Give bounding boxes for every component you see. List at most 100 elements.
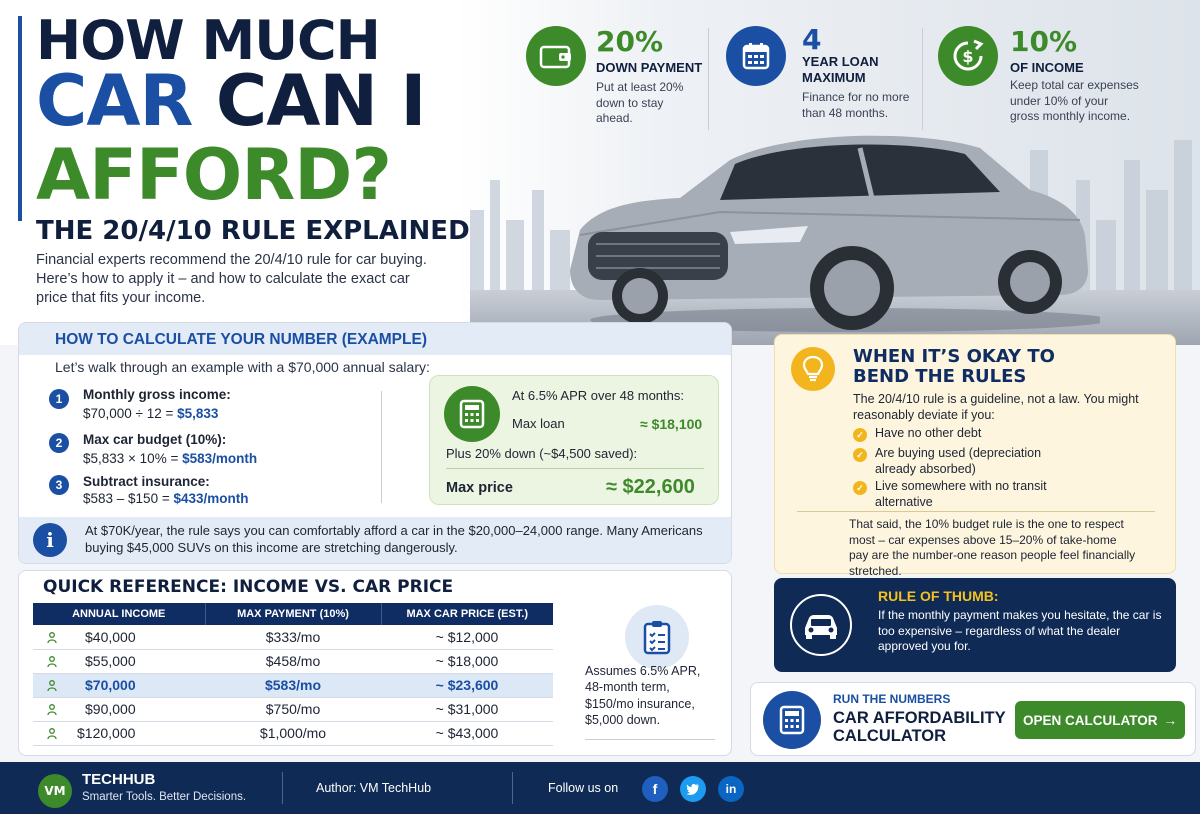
income-cell: $40,000 — [33, 625, 205, 650]
bend-rules-title: WHEN IT’S OKAY TO BEND THE RULES — [853, 346, 1055, 387]
rule-of-thumb-panel: RULE OF THUMB: If the monthly payment ma… — [774, 578, 1176, 672]
calculator-icon — [444, 386, 500, 442]
income-value: $120,000 — [77, 725, 136, 741]
check-icon: ✓ — [853, 448, 867, 462]
step-calc: $583 – $150 = $433/month — [83, 491, 249, 506]
title-can-i: CAN I — [192, 60, 427, 142]
quick-reference-title: QUICK REFERENCE: INCOME VS. CAR PRICE — [43, 577, 454, 597]
example-intro: Let’s walk through an example with a $70… — [55, 359, 430, 375]
table-row-highlighted: $70,000 $583/mo ~ $23,600 — [33, 673, 553, 698]
calculator-cta-panel: RUN THE NUMBERS CAR AFFORDABILITY CALCUL… — [750, 682, 1196, 756]
income-value: $90,000 — [85, 701, 136, 717]
linkedin-icon[interactable]: in — [718, 776, 744, 802]
open-calculator-button[interactable]: OPEN CALCULATOR → — [1015, 701, 1185, 739]
wallet-icon — [526, 26, 586, 86]
person-icon — [47, 728, 57, 740]
facebook-icon[interactable]: f — [642, 776, 668, 802]
price-cell: ~ $12,000 — [381, 625, 553, 650]
stat-income-desc: Keep total car expenses under 10% of you… — [1010, 78, 1139, 124]
twitter-icon[interactable] — [680, 776, 706, 802]
step-number: 2 — [49, 433, 69, 453]
step-calc: $70,000 ÷ 12 = $5,833 — [83, 406, 218, 421]
title-line-2: CAR CAN I — [36, 66, 426, 136]
footer-divider — [512, 772, 513, 804]
example-divider — [381, 391, 382, 503]
price-cell: ~ $31,000 — [381, 697, 553, 722]
step-number: 3 — [49, 475, 69, 495]
step-result: $5,833 — [177, 406, 219, 421]
price-cell: ~ $18,000 — [381, 649, 553, 674]
payment-cell: $583/mo — [205, 673, 381, 698]
stat-divider — [708, 28, 709, 130]
bend-rules-intro: The 20/4/10 rule is a guideline, not a l… — [853, 392, 1139, 423]
brand-tagline: Smarter Tools. Better Decisions. — [82, 791, 247, 803]
table-header-row: ANNUAL INCOME MAX PAYMENT (10%) MAX CAR … — [33, 603, 553, 625]
info-strip: i At $70K/year, the rule says you can co… — [19, 517, 731, 563]
step-calc: $5,833 × 10% = $583/month — [83, 451, 257, 466]
stat-down-payment-value: 20% — [596, 25, 664, 58]
table-row: $55,000 $458/mo ~ $18,000 — [33, 649, 553, 674]
column-header: MAX CAR PRICE (EST.) — [381, 603, 553, 625]
payment-cell: $1,000/mo — [205, 721, 381, 746]
svg-text:$: $ — [962, 47, 973, 66]
step-number: 1 — [49, 389, 69, 409]
author-text: Author: VM TechHub — [316, 781, 432, 795]
car-icon — [790, 594, 852, 656]
step-result: $433/month — [173, 491, 249, 506]
stat-down-payment-label: DOWN PAYMENT — [596, 60, 703, 75]
column-header: MAX PAYMENT (10%) — [205, 603, 382, 625]
bend-rules-note: That said, the 10% budget rule is the on… — [849, 517, 1136, 578]
footer: VM TECHHUB Smarter Tools. Better Decisio… — [0, 762, 1200, 814]
max-loan-label: Max loan — [512, 416, 565, 431]
table-row: $120,000 $1,000/mo ~ $43,000 — [33, 721, 553, 746]
loan-apr-line: At 6.5% APR over 48 months: — [512, 388, 684, 403]
payment-cell: $750/mo — [205, 697, 381, 722]
lightbulb-icon — [791, 347, 835, 391]
income-cell: $90,000 — [33, 697, 205, 722]
stat-loan-term-desc: Finance for no more than 48 months. — [802, 90, 910, 120]
payment-cell: $333/mo — [205, 625, 381, 650]
arrow-right-icon: → — [1163, 712, 1178, 728]
brand-name: TECHHUB — [82, 771, 156, 788]
cta-kicker: RUN THE NUMBERS — [833, 692, 951, 706]
income-cell: $70,000 — [33, 673, 205, 698]
follow-us-text: Follow us on — [548, 781, 619, 795]
loan-summary-box: At 6.5% APR over 48 months: Max loan ≈ $… — [429, 375, 719, 505]
income-cell: $120,000 — [33, 721, 205, 746]
step-title: Monthly gross income: — [83, 387, 231, 402]
income-car-price-table: ANNUAL INCOME MAX PAYMENT (10%) MAX CAR … — [33, 603, 553, 746]
bend-item: Are buying used (depreciation already ab… — [875, 446, 1042, 476]
open-calculator-label: OPEN CALCULATOR — [1023, 712, 1158, 728]
step-title: Max car budget (10%): — [83, 432, 227, 447]
bend-divider — [797, 511, 1155, 512]
bend-rules-panel: WHEN IT’S OKAY TO BEND THE RULES The 20/… — [774, 334, 1176, 578]
example-title: HOW TO CALCULATE YOUR NUMBER (EXAMPLE) — [55, 331, 427, 348]
max-loan-value: ≈ $18,100 — [640, 416, 703, 432]
title-line-3: AFFORD? — [36, 134, 392, 216]
max-price-label: Max price — [446, 480, 513, 496]
check-icon: ✓ — [853, 481, 867, 495]
check-icon: ✓ — [853, 428, 867, 442]
example-header — [19, 323, 731, 355]
info-text: At $70K/year, the rule says you can comf… — [85, 523, 703, 555]
note-divider — [585, 739, 715, 740]
title-accent-bar — [18, 16, 22, 221]
footer-divider — [282, 772, 283, 804]
rule-of-thumb-title: RULE OF THUMB: — [878, 588, 999, 604]
clipboard-icon — [625, 605, 689, 669]
calculator-icon — [763, 691, 821, 749]
price-cell: ~ $43,000 — [381, 721, 553, 746]
table-row: $40,000 $333/mo ~ $12,000 — [33, 625, 553, 650]
income-value: $70,000 — [85, 677, 136, 693]
car-image — [570, 135, 1100, 332]
person-icon — [47, 656, 57, 668]
stat-down-payment-desc: Put at least 20% down to stay ahead. — [596, 80, 684, 126]
step-calc-text: $70,000 ÷ 12 = — [83, 406, 178, 421]
dollar-cycle-icon: $ — [938, 26, 998, 86]
income-value: $40,000 — [85, 628, 136, 645]
step-calc-text: $583 – $150 = — [83, 491, 174, 506]
rule-of-thumb-text: If the monthly payment makes you hesitat… — [878, 608, 1162, 654]
person-icon — [47, 632, 57, 644]
assumptions-note: Assumes 6.5% APR, 48-month term, $150/mo… — [585, 664, 701, 727]
brand-logo[interactable]: VM — [38, 774, 72, 808]
